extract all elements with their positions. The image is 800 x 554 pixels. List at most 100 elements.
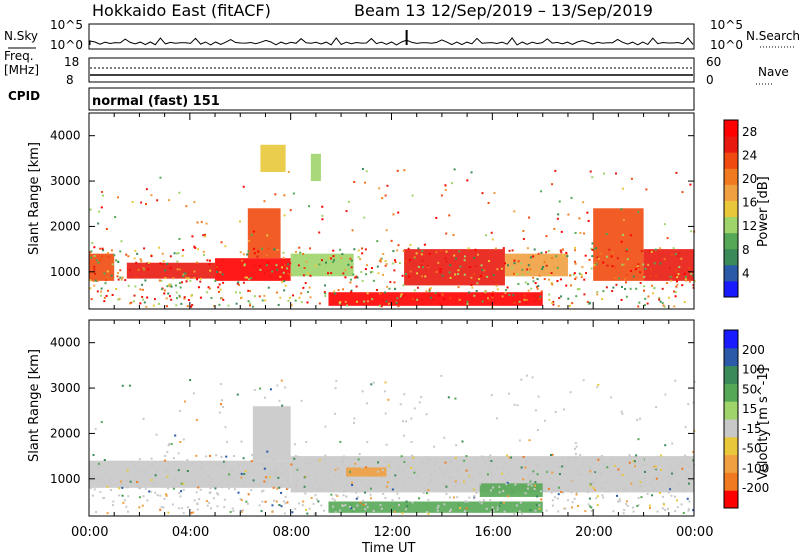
vel-echo-point [589,467,592,470]
vel-echo-point [182,438,185,441]
velocity-cbar-swatch [724,365,738,384]
power-echo-point [214,280,217,283]
vel-echo-point [338,509,341,512]
power-echo-point [625,273,628,276]
power-echo-point [139,302,142,305]
power-echo-point [560,295,563,298]
power-echo-point [503,262,506,265]
power-region [89,253,115,281]
power-echo-point [500,267,503,270]
vel-echo-point [567,499,570,502]
power-echo-point [142,298,145,301]
power-echo-point [439,270,442,273]
vel-echo-point [280,505,283,508]
power-echo-point [314,264,317,267]
power-echo-point [361,279,364,282]
vel-echo-point [239,510,242,513]
power-echo-point [529,268,532,271]
vel-echo-point [315,474,318,477]
vel-echo-point [166,475,169,478]
power-echo-point [96,280,99,283]
power-echo-point [527,289,530,292]
power-echo-point [178,282,181,285]
power-echo-point [152,304,155,307]
power-echo-point [626,258,629,261]
vel-echo-point [584,510,587,513]
power-echo-point [187,277,190,280]
vel-echo-point [333,499,336,502]
power-echo-point [562,254,565,257]
vel-echo-point [198,498,201,501]
vel-echo-point [630,482,633,485]
power-echo-point [119,250,122,253]
power-echo-point [357,256,360,259]
vel-echo-point [395,457,398,460]
power-echo-point [661,287,664,290]
power-echo-point [287,263,290,266]
power-echo-point [93,246,96,249]
vel-echo-point [212,497,215,500]
vel-echo-point [179,495,182,498]
vel-echo-point [468,496,471,499]
vel-echo-point [216,492,219,495]
power-echo-point [567,297,570,300]
vel-echo-point [259,387,262,390]
power-echo-point [234,291,237,294]
power-echo-point [287,272,290,275]
vel-echo-point [371,467,374,470]
vel-echo-point [379,503,382,506]
power-echo-point [518,300,521,303]
vel-echo-point [253,388,256,391]
vel-echo-point [678,484,681,487]
power-echo-point [423,243,426,246]
vel-echo-point [109,478,112,481]
vel-echo-point [553,489,556,492]
vel-echo-point [385,443,388,446]
vel-echo-point [662,495,665,498]
power-echo-point [610,255,613,258]
power-echo-point [142,267,145,270]
vel-echo-point [275,467,278,470]
power-echo-point [440,194,443,197]
vel-echo-point [574,468,577,471]
power-echo-point [411,194,414,197]
vel-echo-point [261,500,264,503]
power-echo-point [523,294,526,297]
power-echo-point [597,257,600,260]
vel-echo-point [151,463,154,466]
freq-frame [88,57,695,83]
vel-echo-point [99,490,102,493]
vel-echo-point [364,508,367,511]
vel-echo-point [513,512,516,515]
vel-echo-point [461,440,464,443]
power-echo-point [473,272,476,275]
power-echo-point [537,252,540,255]
power-echo-point [110,249,113,252]
power-echo-point [596,293,599,296]
vel-echo-point [488,466,491,469]
power-echo-point [565,284,568,287]
power-echo-point [238,220,241,223]
power-echo-point [118,297,121,300]
power-echo-point [575,295,578,298]
vel-echo-point [403,460,406,463]
vel-echo-point [646,492,649,495]
power-echo-point [481,269,484,272]
power-echo-point [511,249,514,252]
vel-echo-point [597,383,600,386]
power-echo-point [359,258,362,261]
power-echo-point [486,275,489,278]
vel-echo-point [232,509,235,512]
vel-echo-point [146,499,149,502]
vel-echo-point [284,470,287,473]
velocity-cbar-swatch [724,490,738,509]
vel-echo-point [309,462,312,465]
vel-echo-point [335,493,338,496]
power-echo-point [620,298,623,301]
vel-echo-point [552,488,555,491]
power-echo-point [382,253,385,256]
power-echo-point [227,304,230,307]
vel-echo-point [475,491,478,494]
vel-echo-point [155,468,158,471]
vel-echo-point [485,507,488,510]
